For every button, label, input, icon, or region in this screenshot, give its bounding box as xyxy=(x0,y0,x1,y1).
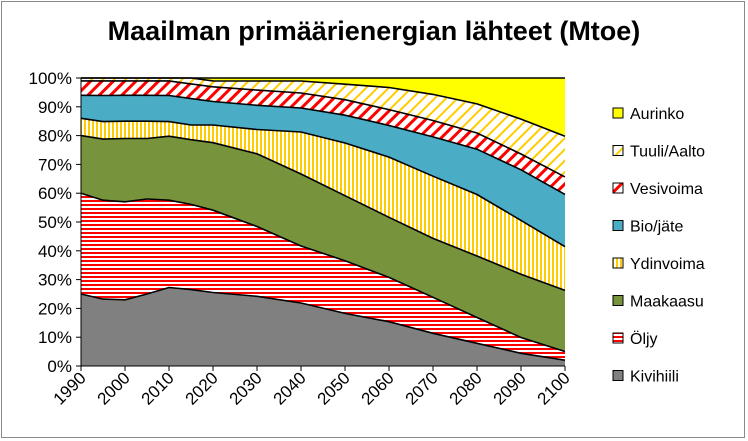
boundary-oljy xyxy=(80,192,566,353)
legend-swatch-aurinko xyxy=(612,107,624,119)
legend-label-oljy: Öljy xyxy=(630,330,658,348)
legend-label-bio-jate: Bio/jäte xyxy=(630,219,683,236)
x-tick-label: 2010 xyxy=(138,368,178,408)
y-tick-label: 80% xyxy=(38,127,72,146)
y-tick-label: 50% xyxy=(38,213,72,232)
x-tick-label: 2020 xyxy=(182,368,222,408)
y-tick-label: 30% xyxy=(38,271,72,290)
y-tick-label: 60% xyxy=(38,184,72,203)
y-tick-label: 40% xyxy=(38,242,72,261)
x-tick-label: 2060 xyxy=(358,368,398,408)
x-tick-label: 2030 xyxy=(226,368,266,408)
y-tick-label: 0% xyxy=(47,357,72,376)
area-bio-jate xyxy=(81,95,565,247)
y-tick-label: 70% xyxy=(38,155,72,174)
legend-swatch-tuuli-aalto xyxy=(612,145,624,156)
legend-label-tuuli-aalto: Tuuli/Aalto xyxy=(630,144,705,161)
plot-area xyxy=(80,77,566,366)
x-tick-label: 2090 xyxy=(490,368,530,408)
boundary-vesivoima xyxy=(81,80,566,178)
boundary-ydinvoima xyxy=(80,117,566,248)
area-maakaasu xyxy=(81,135,565,352)
boundary-bio-jate xyxy=(80,94,566,196)
area-kivihiili xyxy=(81,287,565,366)
area-tuuli-aalto xyxy=(81,78,565,177)
y-tick-label: 100% xyxy=(29,69,72,88)
x-tick-label: 2050 xyxy=(314,368,354,408)
legend-swatch-ydinvoima xyxy=(612,257,624,269)
legend-label-maakaasu: Maakaasu xyxy=(630,294,704,311)
x-tick-label: 2000 xyxy=(94,368,134,408)
legend-label-aurinko: Aurinko xyxy=(630,106,684,123)
x-tick-label: 2100 xyxy=(534,368,574,408)
legend-swatch-kivihiili xyxy=(612,370,624,381)
x-tick-label: 2070 xyxy=(402,368,442,408)
area-ydinvoima xyxy=(81,118,565,291)
y-tick-label: 10% xyxy=(38,328,72,347)
legend: Aurinko Tuuli/Aalto Vesivoima Bio/jäte Ydinv… xyxy=(612,106,705,386)
legend-label-kivihiili: Kivihiili xyxy=(630,369,679,386)
area-oljy xyxy=(81,193,565,361)
area-aurinko xyxy=(81,78,565,137)
legend-swatch-bio-jate xyxy=(612,220,624,231)
legend-label-vesivoima: Vesivoima xyxy=(630,181,703,198)
x-tick-label: 2080 xyxy=(446,368,486,408)
area-vesivoima xyxy=(81,80,565,195)
boundary-maakaasu xyxy=(80,134,566,292)
legend-swatch-oljy xyxy=(612,332,624,344)
y-tick-label: 20% xyxy=(38,299,72,318)
legend-swatch-maakaasu xyxy=(612,295,624,306)
y-tick-label: 90% xyxy=(38,98,72,117)
boundary-kivihiili xyxy=(80,286,566,361)
chart-title: Maailman primäärienergian lähteet (Mtoe) xyxy=(107,16,641,46)
legend-swatch-vesivoima xyxy=(612,182,624,194)
x-tick-label: 2040 xyxy=(270,368,310,408)
legend-label-ydinvoima: Ydinvoima xyxy=(630,256,705,273)
